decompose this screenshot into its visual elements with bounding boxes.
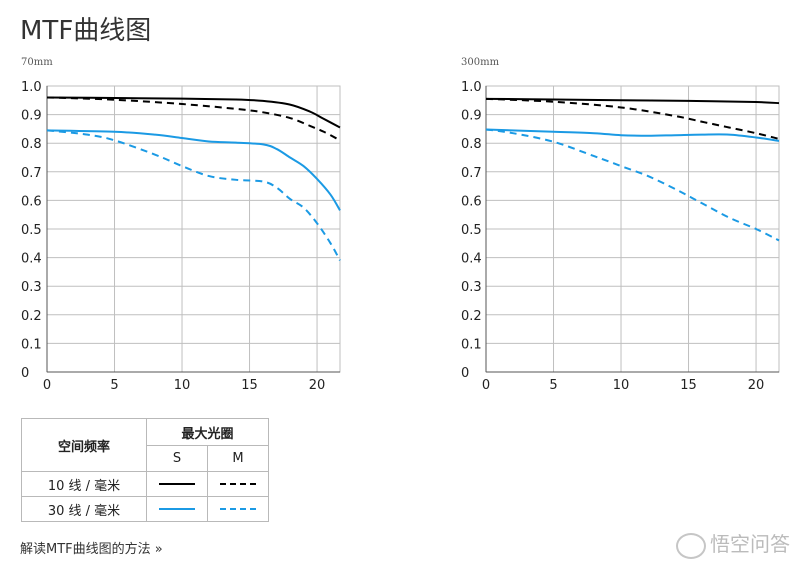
x-tick-label: 15 [680, 378, 697, 393]
mtf-howto-link[interactable]: 解读MTF曲线图的方法 » [20, 542, 163, 557]
legend-col-m: M [207, 445, 269, 472]
y-tick-label: 0.8 [461, 137, 482, 152]
y-tick-label: 0.4 [461, 252, 482, 267]
y-tick-label: 0.7 [21, 166, 42, 181]
series-line-blue-dashed [46, 129, 341, 261]
legend-spatial-header: 空间频率 [21, 418, 147, 472]
mtf-chart-300mm: 300mm 0 0.1 0.2 0.3 0.4 0.5 0.6 0.7 0.8 0.9 1.0 0 5 10… [461, 57, 780, 393]
legend-swatch-30-m [207, 496, 269, 522]
series-line-black-solid [46, 96, 341, 129]
x-tick-label: 10 [613, 378, 630, 393]
y-tick-label: 0.2 [461, 309, 482, 324]
y-tick-label: 0 [461, 366, 469, 381]
legend-table: 空间频率 最大光圈 S M 10 线 / 毫米 30 线 / 毫米 [21, 417, 269, 522]
legend-aperture-header: 最大光圈 [146, 417, 269, 447]
y-tick-label: 1.0 [21, 80, 42, 95]
y-tick-label: 0.3 [21, 280, 42, 295]
legend-row-30: 30 线 / 毫米 [21, 496, 147, 522]
y-tick-label: 0.1 [461, 337, 482, 352]
watermark: 悟空问答 [676, 528, 790, 559]
y-tick-label: 0.6 [21, 194, 42, 209]
y-tick-label: 0.4 [21, 252, 42, 267]
x-tick-label: 20 [309, 378, 326, 393]
series-line-blue-solid [46, 129, 341, 211]
series-line-black-solid [485, 97, 780, 105]
page-title: MTF曲线图 [20, 16, 152, 46]
series-line-black-dashed [46, 96, 341, 142]
x-tick-label: 5 [110, 378, 118, 393]
x-tick-label: 0 [43, 378, 51, 393]
series-line-black-dashed [485, 97, 780, 140]
x-tick-label: 15 [241, 378, 258, 393]
x-tick-label: 0 [482, 378, 490, 393]
series-line-blue-solid [485, 128, 780, 142]
legend-col-s: S [146, 445, 208, 472]
chat-bubble-icon [676, 532, 706, 559]
y-tick-label: 0.5 [21, 223, 42, 238]
legend-swatch-10-s [146, 471, 208, 497]
y-tick-label: 0.2 [21, 309, 42, 324]
y-tick-label: 0.3 [461, 280, 482, 295]
y-tick-label: 0.5 [461, 223, 482, 238]
y-tick-label: 0.8 [21, 137, 42, 152]
chart-subtitle: 300mm [461, 57, 500, 68]
x-tick-label: 20 [748, 378, 765, 393]
y-tick-label: 0 [21, 366, 29, 381]
y-tick-label: 0.1 [21, 337, 42, 352]
legend-swatch-10-m [207, 471, 269, 497]
y-tick-label: 0.6 [461, 194, 482, 209]
y-tick-label: 0.9 [21, 109, 42, 124]
x-tick-label: 5 [549, 378, 557, 393]
mtf-chart-70mm: 70mm 0 0.1 0.2 0.3 0.4 0.5 0.6 0.7 0.8 0.9 1.0 0 5 10 1… [21, 57, 341, 393]
chart-subtitle: 70mm [21, 57, 53, 68]
x-tick-label: 10 [174, 378, 191, 393]
legend-swatch-30-s [146, 496, 208, 522]
legend-row-10: 10 线 / 毫米 [21, 471, 147, 497]
y-tick-label: 1.0 [461, 80, 482, 95]
series-line-blue-dashed [485, 128, 780, 242]
y-tick-label: 0.9 [461, 109, 482, 124]
watermark-text: 悟空问答 [710, 532, 790, 556]
y-tick-label: 0.7 [461, 166, 482, 181]
